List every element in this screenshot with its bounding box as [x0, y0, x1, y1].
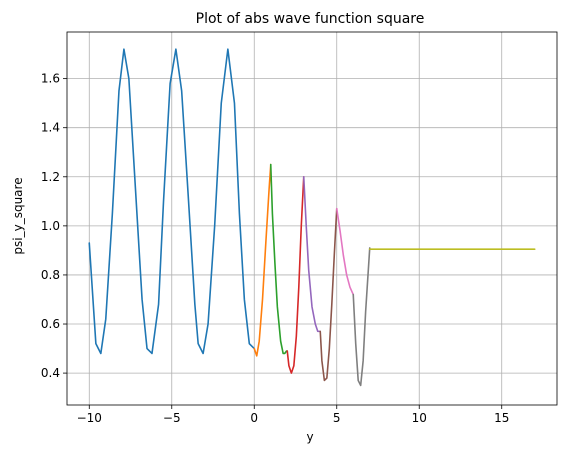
series-line-6	[335, 207, 355, 296]
y-tick-label: 1.4	[41, 121, 60, 135]
y-tick-label: 1.0	[41, 219, 60, 233]
series-line-5	[319, 207, 338, 382]
x-tick-label: 0	[250, 411, 258, 425]
x-tick-label: −5	[163, 411, 181, 425]
x-tick-label: 5	[333, 411, 341, 425]
x-axis-title: y	[306, 430, 313, 444]
plot-area: −10 −5 0 5 10 15 0.4 0.6 0.8 1.0 1.2 1.4 1.6	[41, 31, 558, 425]
axes-frame	[66, 31, 558, 406]
x-tick-label: 15	[494, 411, 509, 425]
y-tick-label: 0.4	[41, 366, 60, 380]
y-tick-label: 1.2	[41, 170, 60, 184]
series-line-3	[286, 175, 305, 374]
y-tick-label: 1.6	[41, 72, 60, 86]
series-line-0	[88, 48, 256, 355]
y-axis-title: psi_y_square	[11, 177, 25, 254]
series-line-7	[352, 247, 371, 387]
x-tick-label: −10	[77, 411, 102, 425]
series-line-2	[269, 163, 289, 355]
y-tick-label: 0.8	[41, 268, 60, 282]
chart-title: Plot of abs wave function square	[196, 11, 425, 27]
y-tick-label: 0.6	[41, 317, 60, 331]
series-line-4	[302, 175, 322, 333]
series-line-1	[253, 163, 272, 357]
x-tick-label: 10	[412, 411, 427, 425]
